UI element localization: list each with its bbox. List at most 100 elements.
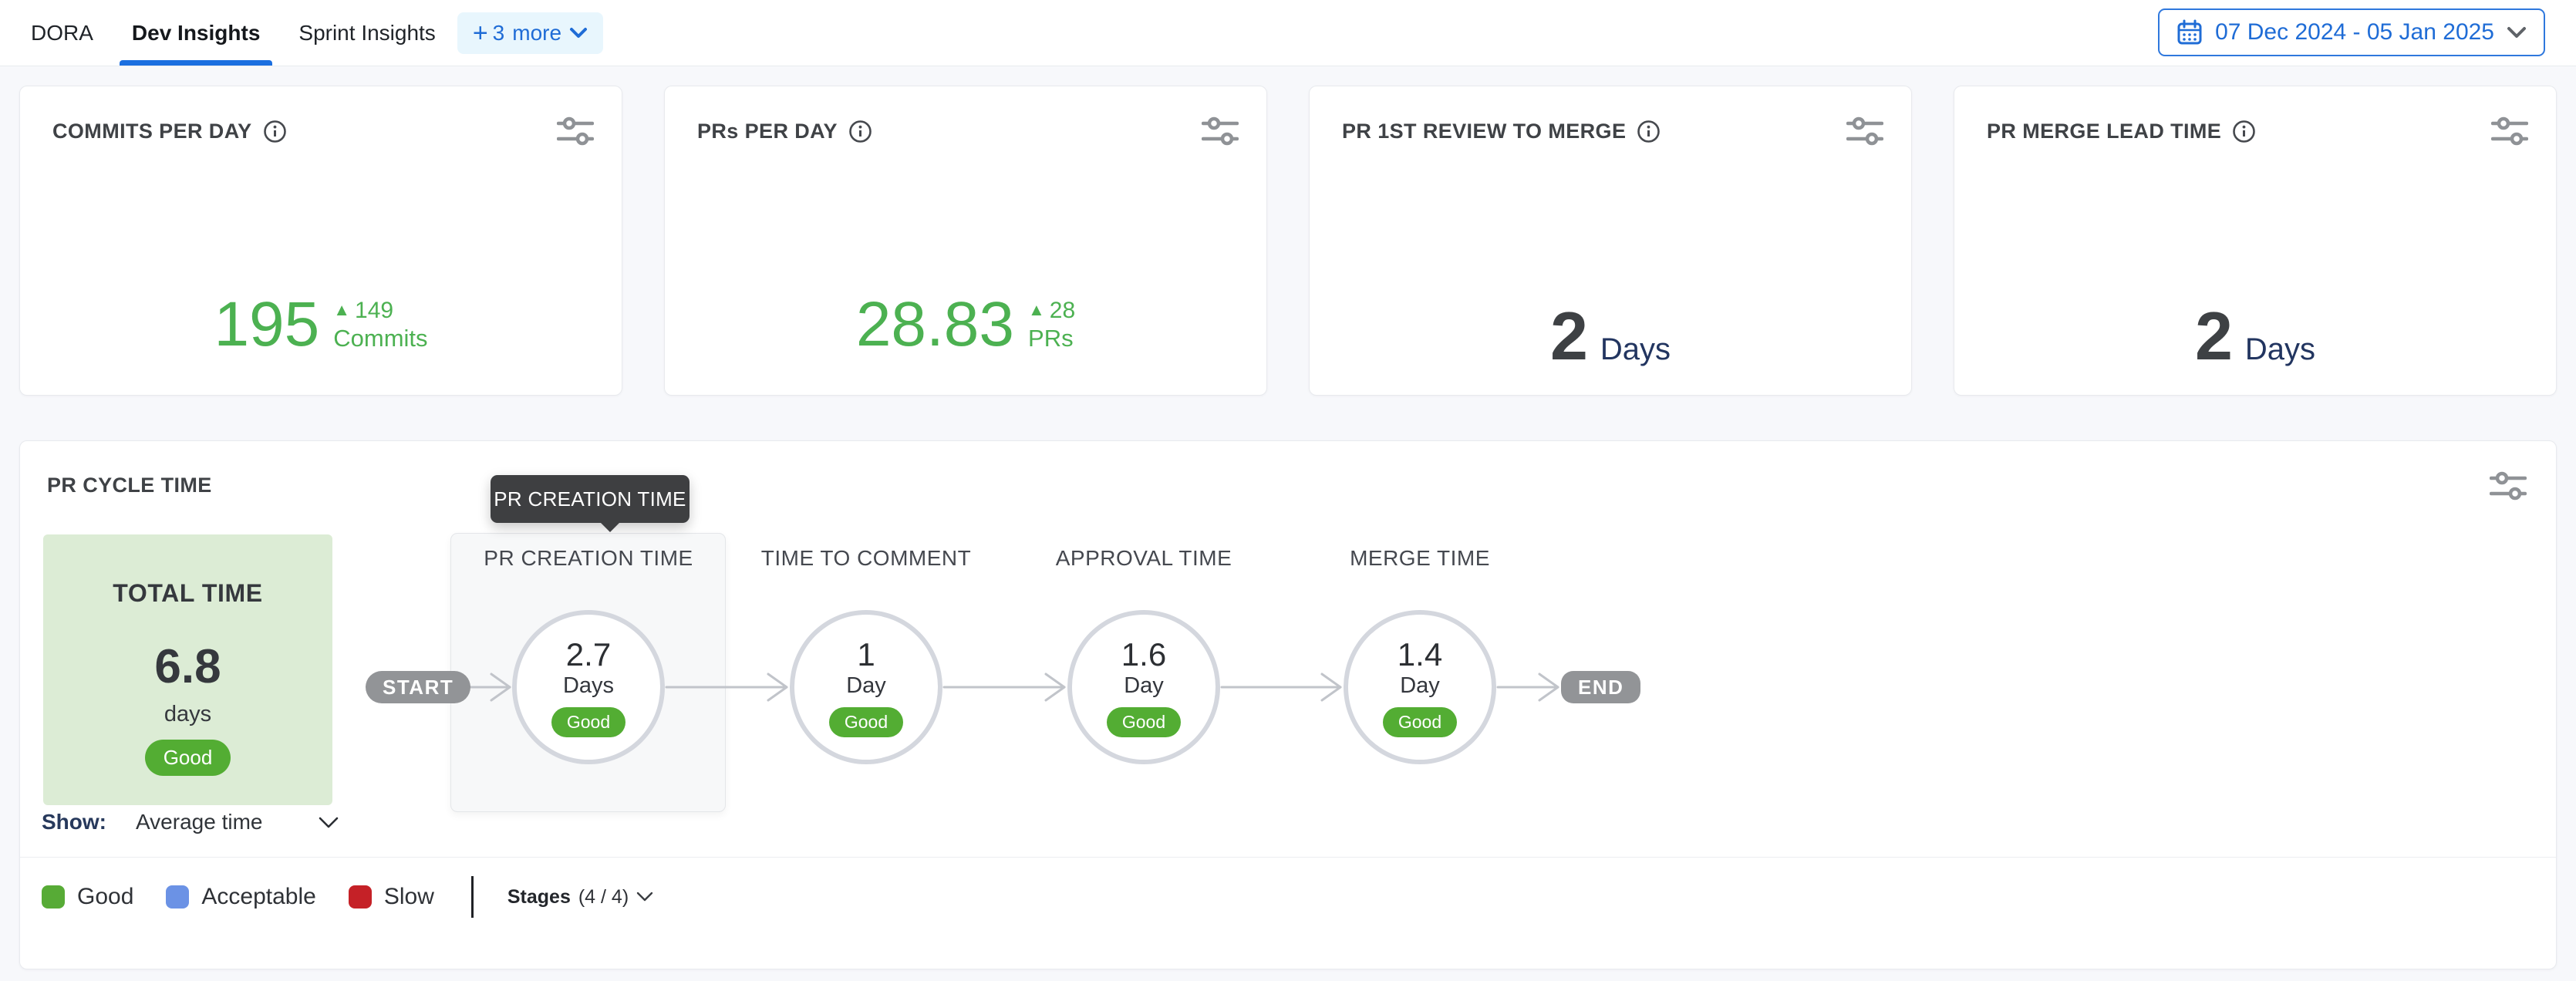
stage-value: 1.4 bbox=[1397, 636, 1443, 673]
calendar-icon bbox=[2177, 19, 2202, 45]
total-time-unit: days bbox=[164, 702, 212, 726]
card-header: PR 1ST REVIEW TO MERGE bbox=[1342, 114, 1883, 148]
info-icon[interactable] bbox=[263, 120, 287, 143]
card-title: PR 1ST REVIEW TO MERGE bbox=[1342, 119, 1627, 143]
metric-card-pr-merge-lead-time: PR MERGE LEAD TIME 2 Da bbox=[1954, 86, 2557, 396]
increase-arrow-icon: ▲ bbox=[333, 300, 351, 320]
stage-node-pr-creation-time[interactable]: 2.7 Days Good bbox=[512, 610, 665, 764]
metric-card-commits-per-day: COMMITS PER DAY 195 bbox=[19, 86, 622, 396]
legend-item-slow: Slow bbox=[348, 884, 434, 910]
metric-delta: ▲ 28 bbox=[1028, 298, 1075, 323]
stage-value: 2.7 bbox=[565, 636, 612, 673]
metric-value-block: 195 ▲ 149 Commits bbox=[20, 293, 622, 356]
stage-title-approval-time: APPROVAL TIME bbox=[1055, 546, 1232, 570]
stage-unit: Day bbox=[1400, 673, 1440, 699]
more-tabs-label: more bbox=[512, 20, 562, 45]
stage-tooltip: PR CREATION TIME bbox=[491, 475, 690, 532]
stages-dropdown[interactable]: Stages (4 / 4) bbox=[507, 886, 653, 909]
metric-value-block: 28.83 ▲ 28 PRs bbox=[665, 289, 1266, 359]
acceptable-color-swatch bbox=[166, 885, 190, 909]
tab-dev-insights[interactable]: Dev Insights bbox=[119, 0, 273, 66]
filter-settings-button[interactable] bbox=[557, 114, 594, 148]
flow-start-pill: START bbox=[366, 671, 471, 703]
metric-value: 28.83 bbox=[855, 289, 1015, 359]
legend-divider bbox=[20, 857, 2556, 858]
metric-unit: Commits bbox=[333, 324, 428, 352]
flow-arrows bbox=[448, 673, 1559, 702]
stages-count: (4 / 4) bbox=[578, 885, 629, 908]
stage-value: 1.6 bbox=[1121, 636, 1167, 673]
card-header: PR MERGE LEAD TIME bbox=[1987, 114, 2528, 148]
info-icon[interactable] bbox=[1637, 120, 1661, 143]
show-dropdown[interactable]: Average time bbox=[136, 810, 339, 834]
status-badge: Good bbox=[144, 740, 231, 776]
card-title: PRs PER DAY bbox=[697, 119, 838, 143]
metric-delta-value: 149 bbox=[355, 297, 394, 323]
metric-card-pr-first-review-to-merge: PR 1ST REVIEW TO MERGE 2 bbox=[1309, 86, 1912, 396]
legend: Good Acceptable Slow Stages (4 / 4) bbox=[42, 876, 653, 918]
tab-dora[interactable]: DORA bbox=[31, 20, 93, 45]
legend-label: Acceptable bbox=[201, 884, 316, 909]
sliders-icon bbox=[557, 116, 594, 146]
sliders-icon bbox=[1202, 116, 1239, 146]
total-time-box: TOTAL TIME 6.8 days Good bbox=[43, 534, 332, 805]
stage-node-merge-time[interactable]: 1.4 Day Good bbox=[1344, 610, 1496, 764]
metric-delta: ▲ 149 bbox=[333, 298, 393, 323]
stage-node-time-to-comment[interactable]: 1 Day Good bbox=[790, 610, 942, 764]
stage-value: 1 bbox=[857, 636, 875, 673]
status-badge: Good bbox=[1106, 706, 1182, 737]
top-tab-bar: DORA Dev Insights Sprint Insights + 3 mo… bbox=[0, 0, 2576, 66]
metric-value: 2 bbox=[1549, 298, 1588, 374]
stages-label: Stages bbox=[507, 885, 571, 908]
info-icon[interactable] bbox=[848, 120, 872, 143]
status-badge: Good bbox=[551, 706, 626, 737]
filter-settings-button[interactable] bbox=[2491, 114, 2528, 148]
status-badge: Good bbox=[1382, 706, 1458, 737]
chevron-down-icon bbox=[636, 892, 653, 902]
legend-label: Good bbox=[77, 884, 134, 909]
increase-arrow-icon: ▲ bbox=[1028, 300, 1045, 320]
stage-title-time-to-comment: TIME TO COMMENT bbox=[760, 546, 972, 570]
slow-color-swatch bbox=[348, 885, 372, 909]
vertical-divider bbox=[470, 876, 474, 918]
card-header: PRs PER DAY bbox=[697, 114, 1239, 148]
metric-delta-value: 28 bbox=[1049, 297, 1076, 323]
date-range-label: 07 Dec 2024 - 05 Jan 2025 bbox=[2215, 19, 2494, 45]
metric-unit: Days bbox=[1600, 332, 1671, 366]
status-badge: Good bbox=[828, 706, 904, 737]
stage-title-merge-time: MERGE TIME bbox=[1350, 546, 1490, 570]
show-dropdown-value: Average time bbox=[136, 810, 263, 834]
chevron-down-icon bbox=[319, 817, 339, 828]
date-range-picker[interactable]: 07 Dec 2024 - 05 Jan 2025 bbox=[2158, 8, 2545, 56]
stage-unit: Day bbox=[846, 673, 886, 699]
filter-settings-button[interactable] bbox=[1202, 114, 1239, 148]
show-label: Show: bbox=[42, 810, 106, 834]
metrics-row: COMMITS PER DAY 195 bbox=[19, 86, 2557, 396]
metric-value-block: 2 Days bbox=[1954, 302, 2556, 370]
more-tabs-count: 3 bbox=[492, 20, 505, 45]
total-time-heading: TOTAL TIME bbox=[113, 579, 263, 607]
stage-node-approval-time[interactable]: 1.6 Day Good bbox=[1067, 610, 1220, 764]
more-tabs-button[interactable]: + 3 more bbox=[457, 12, 604, 54]
card-title: PR MERGE LEAD TIME bbox=[1987, 119, 2222, 143]
filter-settings-button[interactable] bbox=[2490, 469, 2527, 503]
card-header: COMMITS PER DAY bbox=[52, 114, 594, 148]
sliders-icon bbox=[2490, 471, 2527, 501]
tab-list: DORA Dev Insights Sprint Insights bbox=[31, 0, 436, 66]
sliders-icon bbox=[2491, 116, 2528, 146]
filter-settings-button[interactable] bbox=[1846, 114, 1883, 148]
good-color-swatch bbox=[42, 885, 65, 909]
plus-icon: + bbox=[472, 18, 488, 48]
stage-unit: Days bbox=[562, 673, 615, 699]
show-selector-row: Show: Average time bbox=[42, 810, 339, 834]
chevron-down-icon bbox=[570, 28, 588, 38]
metric-unit: PRs bbox=[1028, 324, 1074, 352]
legend-item-good: Good bbox=[42, 884, 133, 910]
info-icon[interactable] bbox=[2232, 120, 2256, 143]
flow-end-pill: END bbox=[1561, 671, 1641, 703]
stage-title-pr-creation-time: PR CREATION TIME bbox=[484, 546, 693, 570]
card-title: PR CYCLE TIME bbox=[47, 474, 212, 497]
tab-sprint-insights[interactable]: Sprint Insights bbox=[298, 20, 436, 45]
legend-label: Slow bbox=[383, 884, 434, 909]
